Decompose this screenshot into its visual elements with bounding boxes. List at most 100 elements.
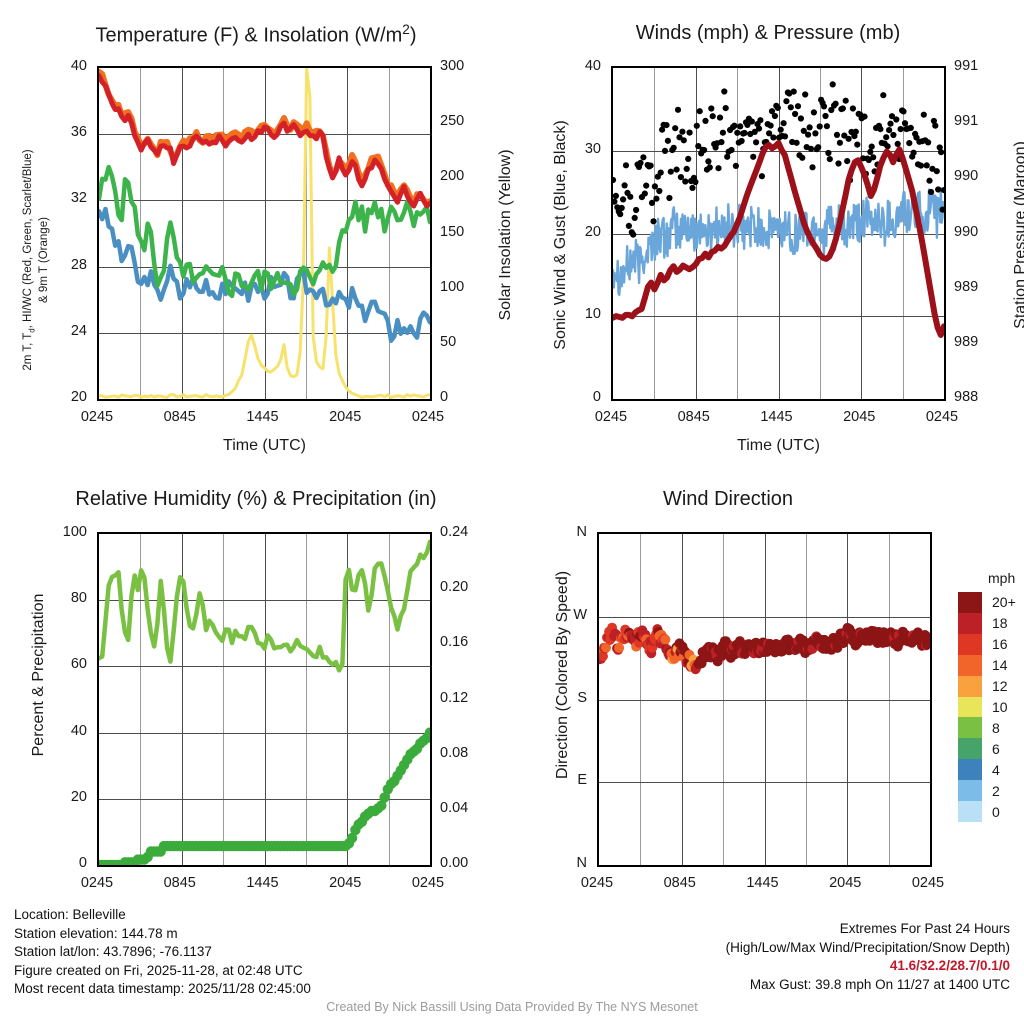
x-tick (389, 865, 390, 867)
gridline-horizontal (99, 666, 430, 668)
gust-point (812, 130, 819, 137)
gust-point (907, 124, 914, 131)
colorbar-band (958, 654, 982, 677)
gridline-horizontal (613, 316, 944, 318)
y-tick-label-left: 32 (70, 190, 87, 207)
gust-point (890, 131, 897, 139)
gust-point (651, 183, 658, 190)
metadata-timestamp: Most recent data timestamp: 2025/11/28 0… (14, 981, 311, 996)
gust-point (797, 115, 804, 122)
x-tick-label: 1445 (760, 409, 793, 425)
gust-point (683, 165, 690, 172)
gust-point (780, 120, 787, 127)
yaxis-label-pressure: Station Pressure (Maroon) (1012, 141, 1024, 329)
panel-wind-direction: Wind Direction Direction (Colored By Spe… (512, 470, 1024, 900)
gust-point (637, 159, 644, 166)
gust-point (910, 149, 917, 156)
gridline-vertical-minor (223, 68, 225, 399)
gust-point (900, 108, 907, 115)
x-tick (223, 399, 224, 401)
gridline-horizontal (599, 616, 930, 618)
gust-point (794, 103, 802, 110)
wind-direction-point (599, 651, 608, 662)
gust-point (770, 134, 777, 141)
gust-point (748, 118, 755, 125)
y-tick-label-left: 60 (70, 656, 87, 673)
gust-point (701, 146, 708, 154)
y-tick-right (430, 589, 432, 590)
x-tick (265, 399, 266, 401)
gust-point (613, 192, 619, 199)
y-tick-right-minor (430, 562, 432, 563)
x-tick-label: 0245 (580, 875, 614, 891)
gust-point (868, 143, 875, 150)
gust-point (893, 116, 900, 123)
gust-point (867, 148, 874, 155)
y-tick-label-left: 24 (70, 322, 87, 339)
x-tick (944, 399, 945, 401)
y-tick-right (944, 68, 946, 69)
y-tick-label-right: 100 (440, 278, 465, 295)
gust-point (718, 139, 725, 146)
gust-point (677, 174, 684, 181)
gridline-vertical-minor (140, 68, 142, 399)
y-tick-right-minor (944, 206, 946, 207)
metadata-location: Location: Belleville (14, 907, 126, 922)
x-tick (599, 865, 600, 867)
gridline-horizontal (599, 782, 930, 784)
y-tick-label-right: 990 (954, 168, 979, 185)
gust-point (767, 122, 774, 129)
extremes-max-gust: Max Gust: 39.8 mph On 11/27 at 1400 UTC (749, 976, 1010, 992)
gust-point (883, 134, 890, 141)
gust-point (732, 162, 739, 169)
series-layer (613, 81, 944, 338)
chart-title-humidity: Relative Humidity (%) & Precipitation (i… (75, 488, 437, 510)
plot-area-humidity (97, 532, 432, 867)
gust-point (722, 105, 729, 112)
gridline-horizontal (599, 699, 930, 701)
xaxis-label-temperature: Time (UTC) (223, 437, 306, 454)
colorbar-label: 20+ (992, 594, 1016, 611)
x-tick (430, 865, 431, 867)
y-tick-right-minor (430, 151, 432, 152)
gust-point (805, 131, 812, 138)
y-tick-label-left: 0 (78, 855, 87, 871)
y-tick-label-left: 40 (584, 58, 601, 74)
gust-point (806, 124, 813, 131)
y-tick-right (944, 399, 946, 400)
colorbar-band (958, 801, 982, 823)
y-tick-right-minor (944, 316, 946, 317)
xaxis-label-winds: Time (UTC) (737, 437, 820, 454)
gust-point (828, 106, 835, 114)
colorbar-label: 6 (992, 740, 1000, 757)
gridline-vertical-minor (305, 68, 307, 399)
gust-point (920, 111, 927, 118)
x-tick (99, 399, 100, 401)
gust-point (809, 164, 816, 171)
chart-title-wind-direction: Wind Direction (662, 488, 794, 510)
gust-point (932, 122, 939, 129)
y-tick-label-left: 40 (70, 58, 87, 74)
gust-point (682, 178, 689, 185)
gust-point (927, 188, 935, 196)
precipitation-point (379, 792, 390, 803)
gust-point (815, 144, 822, 151)
gust-point (663, 122, 670, 129)
gust-point (825, 149, 832, 157)
colorbar-band (958, 738, 982, 760)
colorbar-label: 0 (992, 803, 1000, 820)
gust-point (734, 129, 741, 136)
gust-point (802, 91, 809, 98)
gridline-vertical-minor (388, 534, 390, 865)
gust-point (877, 126, 884, 133)
gust-point (621, 182, 628, 189)
gust-point (650, 218, 657, 225)
gust-point (783, 98, 790, 105)
gust-point (894, 140, 901, 147)
gust-point (738, 137, 745, 145)
plot-area-winds (611, 66, 946, 401)
x-tick (182, 399, 183, 401)
gust-point (706, 164, 713, 171)
y-tick-right-minor (430, 371, 432, 372)
x-tick-label: 2045 (329, 409, 362, 425)
